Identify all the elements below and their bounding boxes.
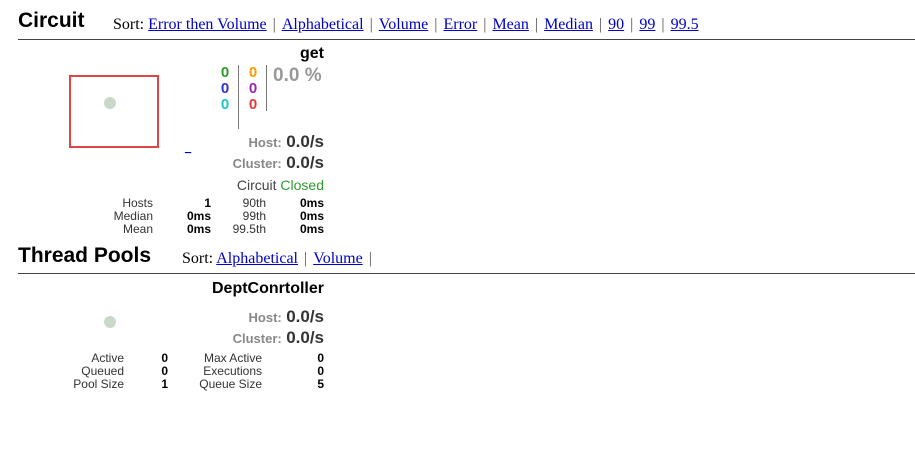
sort-99-5-link[interactable]: 99.5	[670, 16, 699, 33]
sort-mean-link[interactable]: Mean	[492, 16, 529, 33]
mean-value: 0ms	[186, 222, 211, 236]
circuit-status-row: Circuit Closed	[200, 177, 324, 193]
counts-column-right: 0 0 0	[245, 65, 261, 113]
separator: |	[304, 250, 308, 267]
host-rate: 0.0/s	[286, 132, 324, 151]
separator: |	[434, 16, 438, 33]
cluster-label: Cluster:	[232, 156, 282, 171]
queue-size-label: Queue Size	[199, 377, 262, 391]
separator: |	[368, 250, 372, 267]
pool-sort-volume-link[interactable]: Volume	[313, 250, 363, 267]
small-link[interactable]: _	[185, 142, 192, 154]
timeout-count: 0	[248, 64, 258, 81]
pool-cluster-rate-row: Cluster: 0.0/s	[200, 328, 324, 348]
p995-value: 0ms	[299, 222, 324, 236]
thread-pool-stats-table: Active 0 Max Active 0 Queued 0 Execution…	[60, 352, 324, 391]
circuit-stats-table: Hosts 1 90th 0ms Median 0ms 99th 0ms Mea…	[100, 197, 324, 236]
p995-label: 99.5th	[232, 222, 266, 236]
pool-host-rate: 0.0/s	[286, 307, 324, 326]
executions-value: 0	[317, 364, 324, 378]
thread-pools-divider	[18, 273, 915, 274]
counts-divider	[266, 65, 267, 111]
pool-cluster-label: Cluster:	[232, 331, 282, 346]
median-value: 0ms	[186, 209, 211, 223]
sort-median-link[interactable]: Median	[544, 16, 593, 33]
queued-value: 0	[161, 364, 168, 378]
host-label: Host:	[248, 135, 282, 150]
sort-error-then-volume-link[interactable]: Error then Volume	[148, 16, 267, 33]
separator: |	[661, 16, 665, 33]
sort-alphabetical-link[interactable]: Alphabetical	[281, 16, 364, 33]
median-label: Median	[113, 209, 153, 223]
circuit-status-value: Closed	[280, 177, 324, 193]
separator: |	[534, 16, 539, 33]
circuit-status-label: Circuit	[236, 177, 277, 193]
cluster-rate-row: Cluster: 0.0/s	[200, 153, 324, 173]
active-value: 0	[161, 351, 168, 365]
p99-label: 99th	[242, 209, 266, 223]
mean-label: Mean	[122, 222, 153, 236]
separator: |	[598, 16, 603, 33]
active-label: Active	[91, 351, 124, 365]
p90-label: 90th	[242, 196, 266, 210]
max-active-label: Max Active	[203, 351, 262, 365]
sort-error-link[interactable]: Error	[443, 16, 478, 33]
queue-size-value: 5	[317, 377, 324, 391]
circuit-graph-highlight[interactable]	[69, 75, 159, 148]
queued-label: Queued	[81, 364, 124, 378]
separator: |	[483, 16, 487, 33]
thread-pools-sort-bar: Sort: Alphabetical | Volume |	[182, 249, 378, 269]
hosts-value: 1	[204, 196, 211, 210]
host-rate-row: Host: 0.0/s	[200, 132, 324, 152]
short-circuited-count: 0	[220, 80, 230, 97]
p99-value: 0ms	[299, 209, 324, 223]
counts-divider	[238, 65, 239, 129]
executions-label: Executions	[203, 364, 262, 378]
separator: |	[369, 16, 373, 33]
pool-cluster-rate: 0.0/s	[286, 328, 324, 347]
separator: |	[630, 16, 634, 33]
rejected-count: 0	[248, 80, 258, 97]
thread-pool-health-dot	[104, 316, 116, 328]
failure-count: 0	[248, 96, 258, 113]
sort-volume-link[interactable]: Volume	[378, 16, 429, 33]
circuit-health-dot	[104, 97, 116, 109]
pool-size-value: 1	[161, 377, 168, 391]
thread-pools-sort-label: Sort:	[182, 250, 214, 267]
separator: |	[272, 16, 276, 33]
pool-size-label: Pool Size	[73, 377, 124, 391]
bad-request-count: 0	[220, 96, 230, 113]
circuit-section-title: Circuit	[18, 9, 85, 32]
cluster-rate: 0.0/s	[286, 153, 324, 172]
circuit-divider	[18, 39, 915, 40]
hosts-label: Hosts	[122, 196, 153, 210]
p90-value: 0ms	[299, 196, 324, 210]
pool-host-label: Host:	[248, 310, 282, 325]
sort-90-link[interactable]: 90	[608, 16, 625, 33]
sort-99-link[interactable]: 99	[639, 16, 656, 33]
success-count: 0	[220, 64, 230, 81]
max-active-value: 0	[317, 351, 324, 365]
pool-sort-alphabetical-link[interactable]: Alphabetical	[216, 250, 298, 267]
pool-host-rate-row: Host: 0.0/s	[200, 307, 324, 327]
thread-pool-name: DeptConrtoller	[212, 280, 324, 297]
thread-pools-section-title: Thread Pools	[18, 244, 152, 267]
circuit-sort-label: Sort:	[113, 16, 145, 33]
circuit-name: get	[300, 45, 324, 62]
circuit-sort-bar: Sort: Error then Volume | Alphabetical | Vol…	[113, 15, 699, 35]
counts-column-left: 0 0 0	[217, 65, 233, 113]
error-percentage: 0.0 %	[273, 65, 322, 86]
